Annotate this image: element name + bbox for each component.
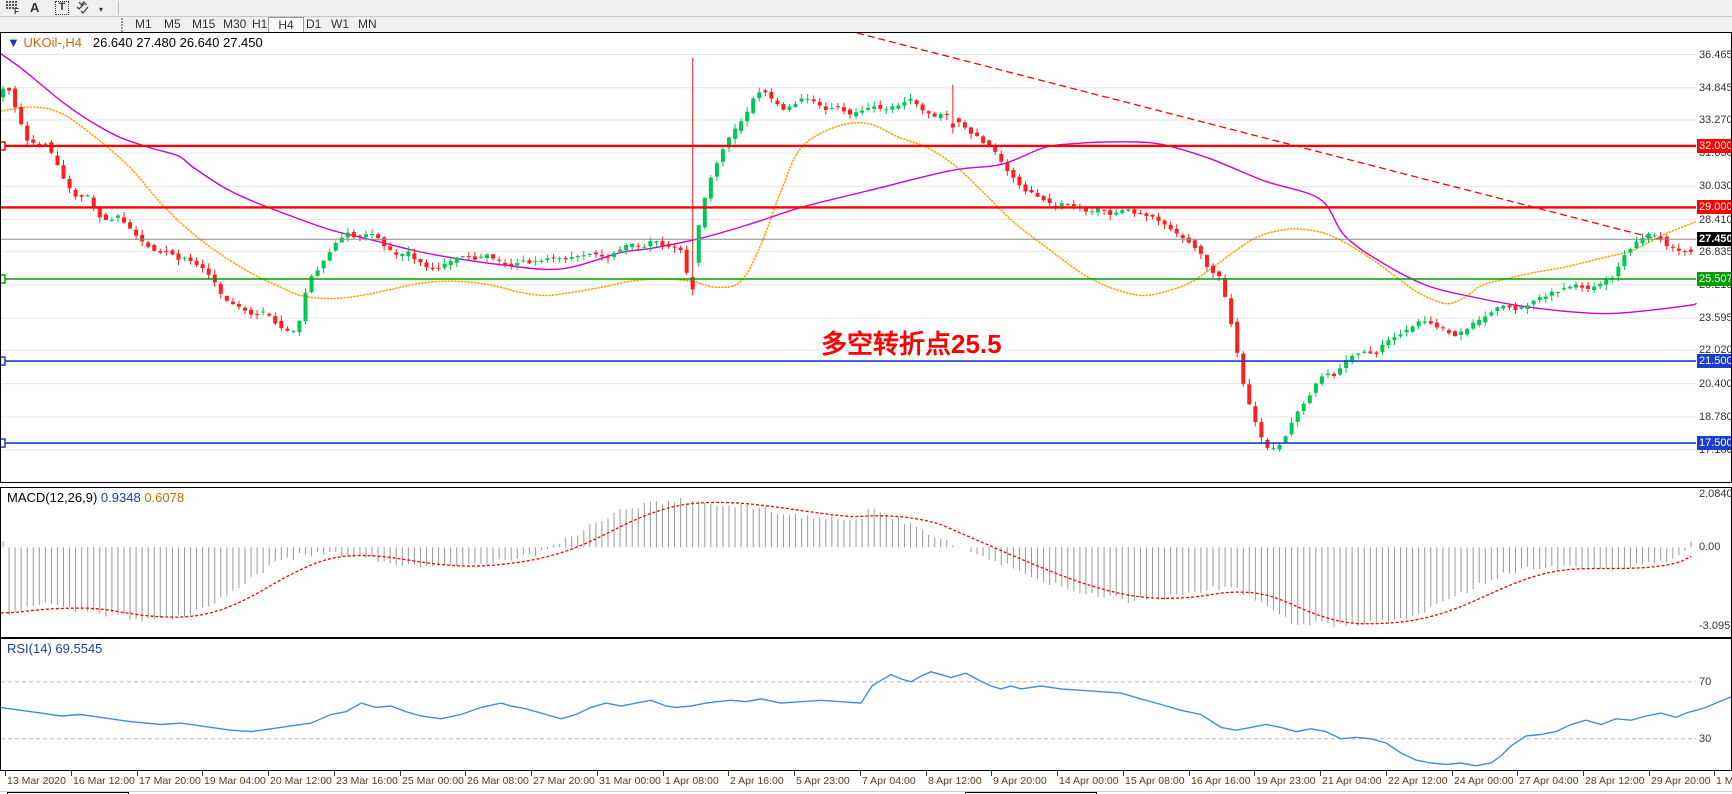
svg-text:多空转折点25.5: 多空转折点25.5 xyxy=(821,329,1002,359)
